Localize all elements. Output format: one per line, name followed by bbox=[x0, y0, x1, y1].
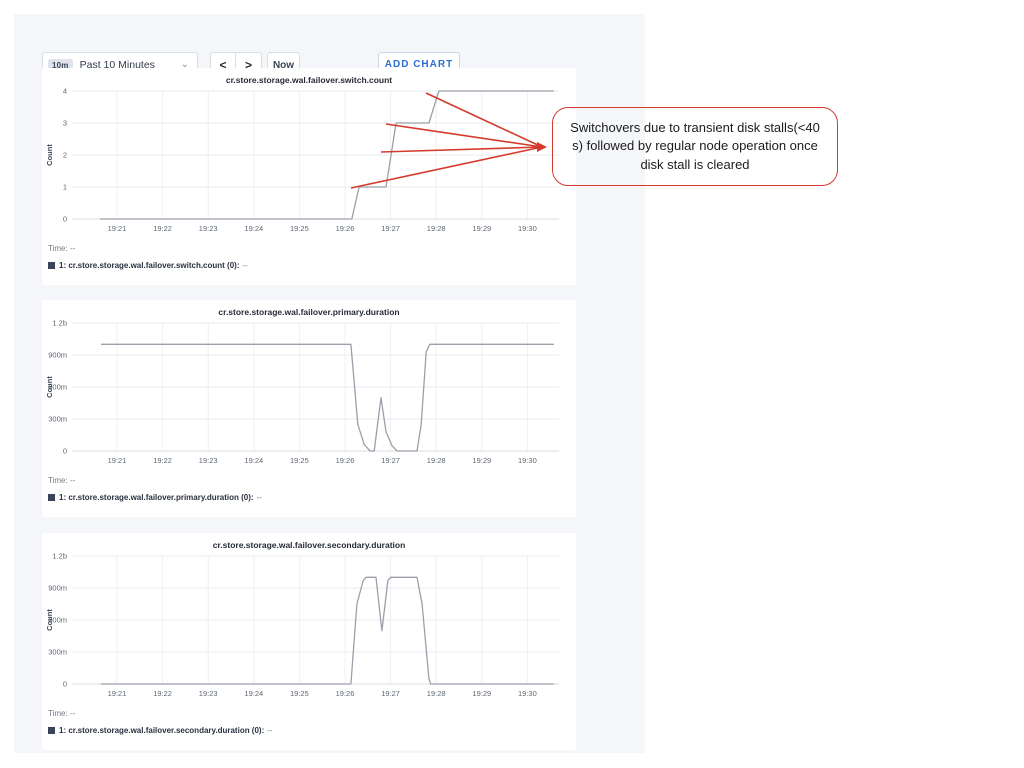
series-value: -- bbox=[242, 261, 248, 270]
legend-series-row[interactable]: 1: cr.store.storage.wal.failover.switch.… bbox=[48, 261, 248, 270]
svg-text:19:27: 19:27 bbox=[381, 456, 400, 465]
svg-text:1: 1 bbox=[63, 183, 67, 192]
series-label: 1: cr.store.storage.wal.failover.primary… bbox=[59, 493, 254, 502]
svg-text:Count: Count bbox=[45, 376, 54, 398]
svg-text:2: 2 bbox=[63, 151, 67, 160]
svg-text:19:23: 19:23 bbox=[199, 224, 218, 233]
svg-text:19:29: 19:29 bbox=[472, 224, 491, 233]
svg-text:19:27: 19:27 bbox=[381, 224, 400, 233]
legend-time-row: Time: -- bbox=[48, 709, 76, 718]
svg-text:1.2b: 1.2b bbox=[52, 552, 67, 561]
series-label: 1: cr.store.storage.wal.failover.seconda… bbox=[59, 726, 265, 735]
svg-text:19:30: 19:30 bbox=[518, 689, 537, 698]
series-value: -- bbox=[256, 493, 262, 502]
svg-text:19:23: 19:23 bbox=[199, 689, 218, 698]
series-value: -- bbox=[267, 726, 273, 735]
svg-text:0: 0 bbox=[63, 680, 67, 689]
svg-text:19:24: 19:24 bbox=[244, 456, 263, 465]
chart-title: cr.store.storage.wal.failover.primary.du… bbox=[218, 307, 400, 317]
metrics-panel: 10m Past 10 Minutes ⌄ < > Now ADD CHART … bbox=[14, 14, 645, 753]
legend-series-row[interactable]: 1: cr.store.storage.wal.failover.primary… bbox=[48, 493, 262, 502]
svg-text:3: 3 bbox=[63, 119, 67, 128]
svg-text:300m: 300m bbox=[48, 415, 67, 424]
series-swatch-icon bbox=[48, 262, 55, 269]
svg-text:19:25: 19:25 bbox=[290, 689, 309, 698]
line-chart-primary-duration[interactable]: 19:21 19:22 19:23 19:24 19:25 19:26 19:27 19:28… bbox=[42, 300, 576, 470]
annotation-callout: Switchovers due to transient disk stalls… bbox=[552, 107, 838, 186]
annotation-text: Switchovers due to transient disk stalls… bbox=[570, 119, 820, 172]
legend-time-row: Time: -- bbox=[48, 476, 76, 485]
svg-text:19:29: 19:29 bbox=[472, 689, 491, 698]
chart-card-secondary-duration: 19:21 19:22 19:23 19:24 19:25 19:26 19:27 19:28… bbox=[42, 533, 576, 750]
svg-text:19:21: 19:21 bbox=[108, 689, 127, 698]
svg-text:19:24: 19:24 bbox=[244, 224, 263, 233]
svg-text:600m: 600m bbox=[48, 383, 67, 392]
svg-text:19:21: 19:21 bbox=[108, 224, 127, 233]
svg-text:19:22: 19:22 bbox=[153, 689, 172, 698]
svg-text:19:28: 19:28 bbox=[427, 456, 446, 465]
chart-card-primary-duration: 19:21 19:22 19:23 19:24 19:25 19:26 19:27 19:28… bbox=[42, 300, 576, 517]
svg-text:Count: Count bbox=[45, 609, 54, 631]
series-label: 1: cr.store.storage.wal.failover.switch.… bbox=[59, 261, 240, 270]
svg-text:300m: 300m bbox=[48, 648, 67, 657]
svg-text:19:30: 19:30 bbox=[518, 224, 537, 233]
svg-text:19:28: 19:28 bbox=[427, 224, 446, 233]
svg-text:0: 0 bbox=[63, 215, 67, 224]
chevron-right-icon: > bbox=[244, 58, 252, 72]
svg-text:600m: 600m bbox=[48, 616, 67, 625]
svg-text:Count: Count bbox=[45, 144, 54, 166]
svg-text:19:21: 19:21 bbox=[108, 456, 127, 465]
svg-text:19:26: 19:26 bbox=[336, 456, 355, 465]
svg-text:19:28: 19:28 bbox=[427, 689, 446, 698]
legend-series-row[interactable]: 1: cr.store.storage.wal.failover.seconda… bbox=[48, 726, 273, 735]
chart-title: cr.store.storage.wal.failover.secondary.… bbox=[212, 540, 406, 550]
svg-text:0: 0 bbox=[63, 447, 67, 456]
line-chart-switch-count[interactable]: 19:21 19:22 19:23 19:24 19:25 19:26 19:27 19:28… bbox=[42, 68, 576, 238]
series-swatch-icon bbox=[48, 727, 55, 734]
svg-text:19:26: 19:26 bbox=[336, 224, 355, 233]
chart-card-switch-count: 19:21 19:22 19:23 19:24 19:25 19:26 19:27 19:28… bbox=[42, 68, 576, 285]
svg-text:19:26: 19:26 bbox=[336, 689, 355, 698]
svg-text:19:23: 19:23 bbox=[199, 456, 218, 465]
svg-text:19:22: 19:22 bbox=[153, 456, 172, 465]
svg-text:19:27: 19:27 bbox=[381, 689, 400, 698]
line-chart-secondary-duration[interactable]: 19:21 19:22 19:23 19:24 19:25 19:26 19:27 19:28… bbox=[42, 533, 576, 703]
svg-text:19:30: 19:30 bbox=[518, 456, 537, 465]
svg-text:4: 4 bbox=[63, 87, 67, 96]
chevron-left-icon: < bbox=[219, 58, 227, 72]
svg-text:1.2b: 1.2b bbox=[52, 319, 67, 328]
svg-text:19:25: 19:25 bbox=[290, 456, 309, 465]
svg-text:19:24: 19:24 bbox=[244, 689, 263, 698]
series-swatch-icon bbox=[48, 494, 55, 501]
svg-text:19:22: 19:22 bbox=[153, 224, 172, 233]
svg-text:19:29: 19:29 bbox=[472, 456, 491, 465]
svg-text:900m: 900m bbox=[48, 584, 67, 593]
svg-text:900m: 900m bbox=[48, 351, 67, 360]
chevron-down-icon: ⌄ bbox=[180, 59, 189, 70]
legend-time-row: Time: -- bbox=[48, 244, 76, 253]
chart-title: cr.store.storage.wal.failover.switch.cou… bbox=[225, 75, 393, 85]
svg-text:19:25: 19:25 bbox=[290, 224, 309, 233]
